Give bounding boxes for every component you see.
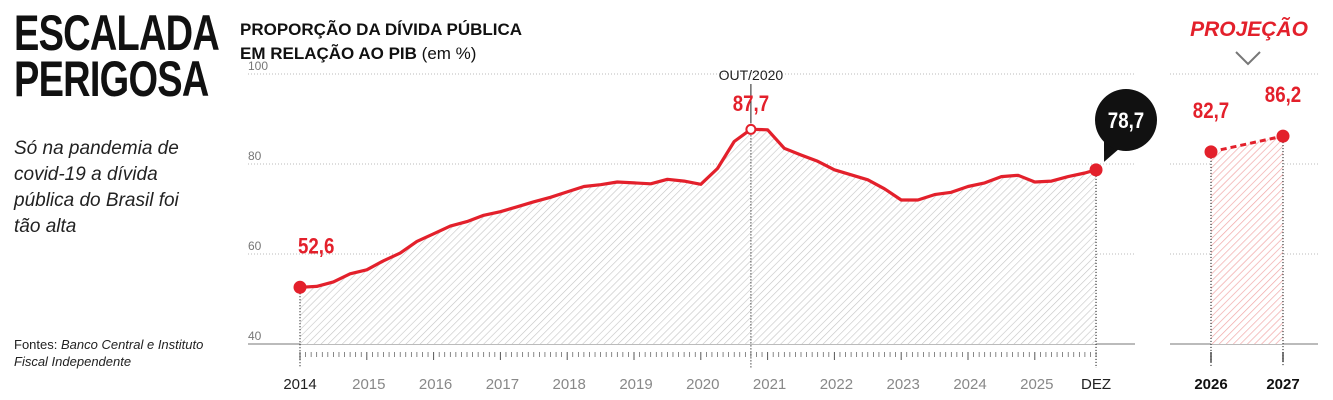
chart-title-unit: (em %) <box>421 44 477 63</box>
x-tick-label: 2025 <box>1020 376 1053 393</box>
x-tick-label: 2018 <box>553 376 586 393</box>
y-tick-label: 80 <box>248 149 262 163</box>
projection-area <box>1211 136 1283 344</box>
x-tick-label: 2021 <box>753 376 786 393</box>
sources-body: Banco Central e Instituto Fiscal Indepen… <box>14 337 204 369</box>
chart-title-line-1: PROPORÇÃO DA DÍVIDA PÚBLICA <box>240 20 523 39</box>
projection-point <box>1276 129 1290 143</box>
peak-value-label: 87,7 <box>733 93 769 117</box>
projection-value-label: 86,2 <box>1265 84 1301 108</box>
callout-bubble <box>1095 89 1157 151</box>
sources-lead: Fontes: <box>14 337 58 352</box>
projection-value-label: 82,7 <box>1193 100 1229 124</box>
end-value-label: 78,7 <box>1108 110 1144 134</box>
x-tick-label: 2016 <box>419 376 452 393</box>
headline: ESCALADA PERIGOSA <box>14 5 220 107</box>
end-point <box>1089 163 1103 177</box>
x-tick-label: 2023 <box>887 376 920 393</box>
deck-text: Só na pandemia de covid-19 a dívida públ… <box>14 138 179 237</box>
projection-year-label: 2026 <box>1194 376 1227 393</box>
projection-point <box>1204 145 1218 159</box>
x-tick-label: DEZ <box>1081 376 1111 393</box>
headline-line-2: PERIGOSA <box>14 51 209 107</box>
chevron-down-icon <box>1235 51 1261 66</box>
x-tick-label: 2022 <box>820 376 853 393</box>
headline-line-1: ESCALADA <box>14 5 220 61</box>
projection-line <box>1210 134 1284 154</box>
y-tick-label: 60 <box>248 239 262 253</box>
axis-layer: 2014 2015 2016 2017 2018 2019 2020 2021 2022 2023… <box>283 352 1111 393</box>
projection-title: PROJEÇÃO <box>1190 18 1308 41</box>
sources-note: Fontes: Banco Central e Instituto Fiscal… <box>14 336 204 370</box>
x-tick-label: 2020 <box>686 376 719 393</box>
peak-date-label: OUT/2020 <box>719 67 784 83</box>
x-tick-label: 2024 <box>953 376 986 393</box>
peak-point <box>745 123 757 135</box>
marks-layer: 52,6 OUT/2020 87,7 78,7 <box>293 67 1157 368</box>
projection-year-label: 2027 <box>1266 376 1299 393</box>
debt-area <box>300 129 1097 344</box>
x-tick-label: 2014 <box>283 376 316 393</box>
x-tick-label: 2019 <box>619 376 652 393</box>
y-tick-label: 40 <box>248 329 262 343</box>
start-point <box>293 280 307 294</box>
callout-pointer <box>1104 140 1120 162</box>
area-layer <box>299 127 1097 344</box>
projection-panel: PROJEÇÃO 82,7 2026 86,2 2027 <box>1190 18 1308 393</box>
start-value-label: 52,6 <box>298 235 334 259</box>
x-tick-label: 2017 <box>486 376 519 393</box>
y-tick-label: 100 <box>248 59 268 73</box>
x-tick-label: 2015 <box>352 376 385 393</box>
debt-line <box>299 127 1097 289</box>
chart-title-line-2: EM RELAÇÃO AO PIB <box>240 44 417 63</box>
chart-title: PROPORÇÃO DA DÍVIDA PÚBLICA EM RELAÇÃO A… <box>240 18 522 66</box>
